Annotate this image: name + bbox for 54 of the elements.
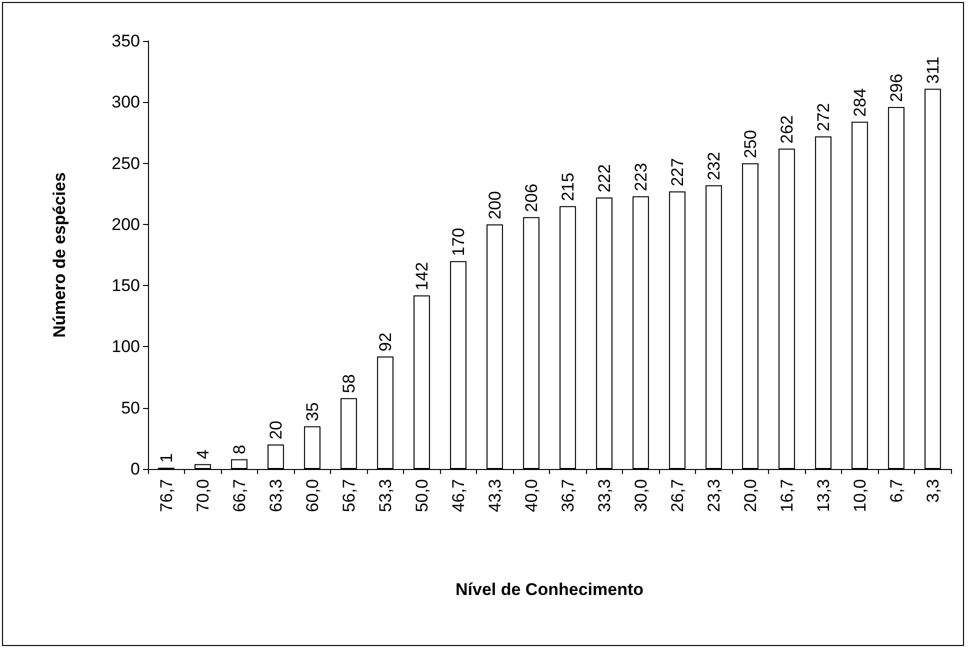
- x-axis-title: Nível de Conhecimento: [456, 580, 644, 599]
- data-label: 206: [522, 184, 541, 212]
- x-tick-label: 33,3: [594, 479, 614, 512]
- y-tick-label: 50: [121, 398, 140, 418]
- x-tick-label: 10,0: [850, 479, 870, 512]
- data-label: 215: [558, 172, 578, 202]
- data-label: 311: [923, 56, 942, 84]
- x-tick-label: 60,0: [302, 479, 322, 512]
- data-label: 58: [339, 374, 358, 394]
- data-label: 284: [850, 88, 870, 117]
- data-label: 20: [266, 420, 286, 440]
- y-tick-label: 350: [112, 32, 140, 50]
- x-tick-label: 76,7: [156, 479, 176, 512]
- x-tick-label: 26,7: [668, 479, 687, 512]
- y-tick-label: 300: [112, 92, 140, 112]
- data-label: 200: [485, 191, 504, 220]
- x-tick-label: 46,7: [448, 479, 468, 512]
- x-tick-label: 70,0: [193, 479, 212, 512]
- x-tick-label: 50,0: [412, 479, 432, 512]
- x-tick-label: 63,3: [266, 479, 286, 512]
- data-label: 170: [448, 228, 468, 256]
- data-label: 142: [412, 262, 432, 290]
- data-label: 296: [886, 74, 906, 102]
- x-tick-label: 23,3: [704, 479, 724, 512]
- data-label: 227: [668, 158, 687, 186]
- x-tick-label: 3,3: [923, 479, 942, 503]
- data-label: 4: [193, 450, 212, 460]
- x-tick-label: 43,3: [485, 479, 504, 512]
- y-axis-title: Número de espécies: [50, 172, 69, 338]
- data-label: 35: [302, 402, 322, 422]
- x-tick-label: 30,0: [631, 479, 650, 512]
- data-label: 8: [230, 444, 249, 454]
- y-tick-label: 250: [112, 154, 140, 173]
- data-label: 262: [777, 115, 796, 144]
- x-tick-label: 66,7: [230, 479, 249, 512]
- data-label: 272: [814, 103, 833, 132]
- data-label: 1: [156, 453, 176, 463]
- data-label: 223: [631, 162, 650, 192]
- x-tick-label: 40,0: [522, 479, 541, 512]
- x-tick-label: 6,7: [886, 479, 906, 503]
- x-tick-label: 16,7: [777, 479, 796, 512]
- data-label: 92: [376, 332, 395, 352]
- x-tick-label: 13,3: [814, 479, 833, 512]
- x-tick-label: 53,3: [376, 479, 395, 512]
- y-tick-label: 0: [130, 460, 140, 478]
- y-tick-label: 200: [112, 214, 140, 234]
- x-tick-label: 56,7: [339, 479, 358, 512]
- data-label: 232: [704, 152, 724, 180]
- y-tick-label: 150: [112, 276, 140, 296]
- y-tick-label: 100: [112, 337, 140, 356]
- data-label: 222: [594, 164, 614, 193]
- data-label: 250: [740, 130, 760, 158]
- x-tick-label: 36,7: [558, 479, 578, 512]
- x-tick-label: 20,0: [740, 479, 760, 512]
